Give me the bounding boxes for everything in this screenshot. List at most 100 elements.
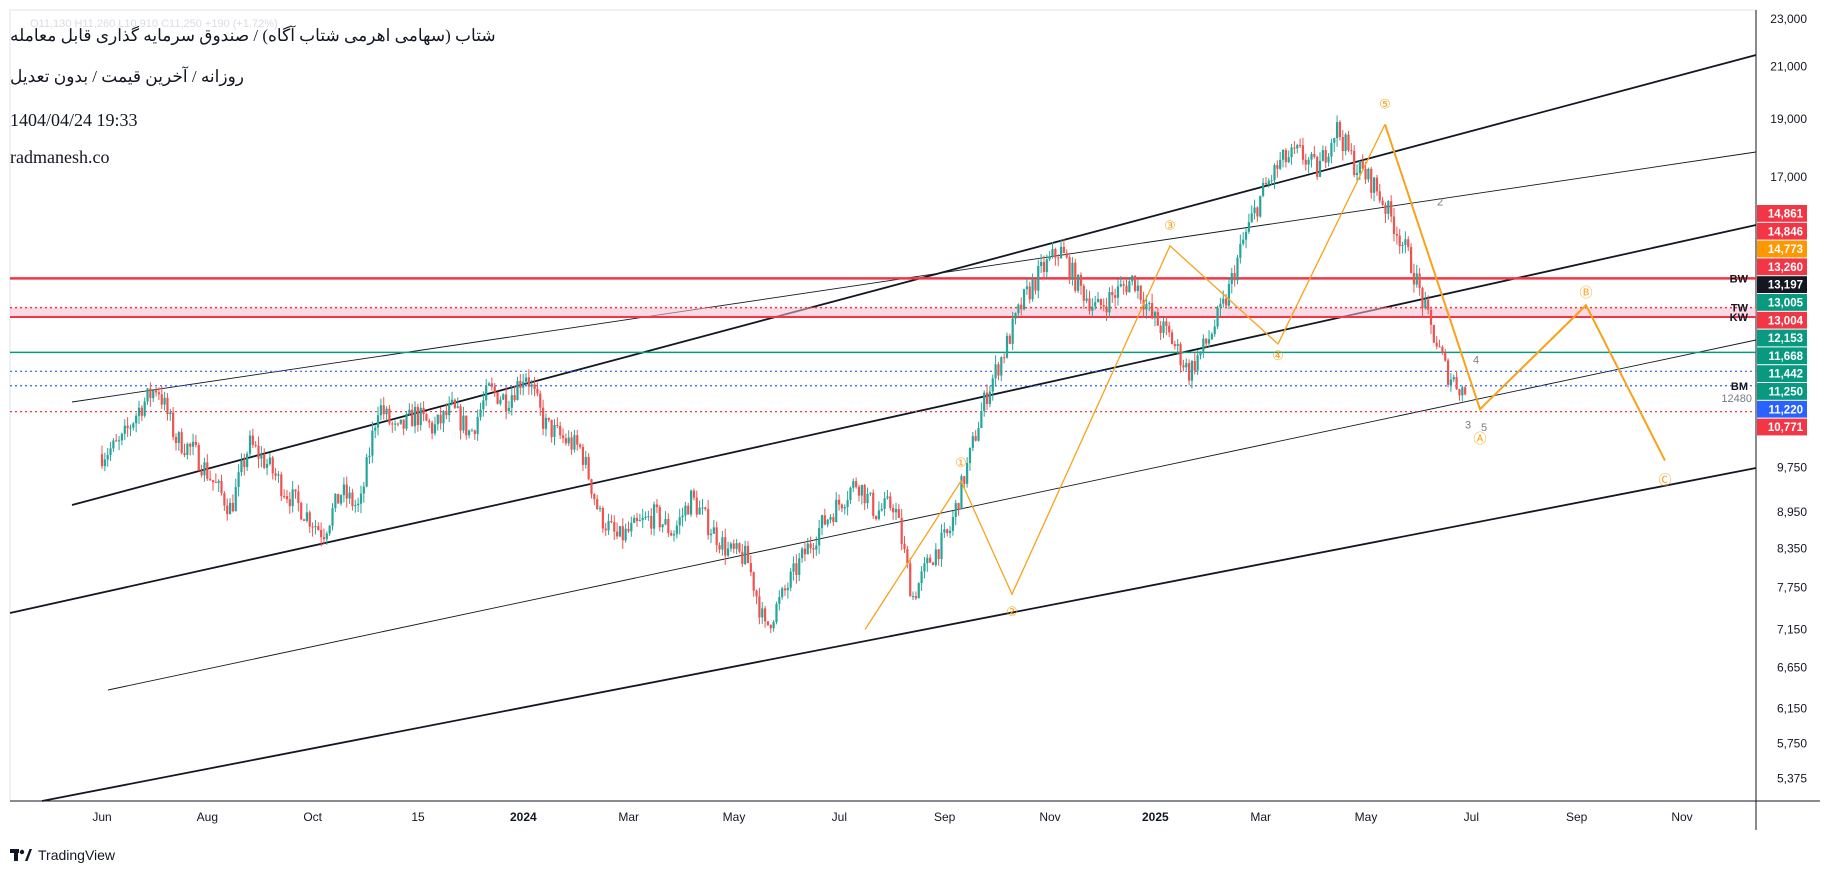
time-tick-label: Jul	[832, 810, 847, 824]
candle-body	[957, 503, 960, 510]
candle-body	[436, 414, 439, 425]
candle-body	[800, 548, 804, 559]
candle	[1190, 359, 1194, 389]
candle-body	[300, 502, 303, 520]
candle	[934, 543, 937, 567]
candle	[994, 355, 997, 387]
candle	[419, 402, 422, 431]
candle	[1262, 178, 1265, 198]
candle-body	[1370, 168, 1373, 193]
candle-body	[1364, 168, 1367, 180]
candle-body	[1387, 201, 1390, 214]
candle-body	[1296, 145, 1299, 149]
candle	[1273, 163, 1276, 189]
candle-body	[604, 528, 607, 531]
channel-trendline	[71, 54, 1757, 506]
candle-body	[274, 473, 277, 476]
candle-body	[1401, 244, 1404, 247]
candle-body	[123, 425, 126, 434]
candle-body	[1020, 304, 1023, 310]
candle-body	[1213, 326, 1216, 335]
candle	[761, 602, 764, 624]
candle-body	[948, 530, 952, 534]
candle	[214, 473, 217, 483]
candle-body	[687, 505, 690, 515]
price-tick-label: 6,150	[1777, 701, 1807, 715]
candle-body	[946, 529, 949, 534]
candle	[1424, 291, 1427, 310]
candle-body	[1068, 257, 1071, 280]
candle-body	[860, 484, 863, 496]
candle	[618, 525, 622, 538]
candle	[539, 390, 542, 416]
candle-body	[570, 437, 573, 450]
channel-trendline	[41, 467, 1757, 802]
candle	[644, 511, 647, 521]
candle	[203, 457, 206, 482]
tradingview-brand[interactable]: TradingView	[10, 847, 115, 863]
candle-body	[857, 486, 861, 496]
candle	[1153, 310, 1157, 327]
candle-body	[786, 587, 789, 591]
candle-body	[505, 394, 508, 411]
candle	[1464, 385, 1467, 396]
candle-body	[191, 441, 195, 447]
price-badge-label: 11,442	[1768, 369, 1803, 381]
candle	[820, 514, 824, 536]
candle	[1435, 336, 1438, 350]
candle-body	[732, 543, 735, 549]
candle	[1148, 301, 1151, 312]
candle	[177, 431, 180, 451]
candle	[482, 391, 485, 417]
candle	[334, 493, 337, 513]
price-badge-label: 12,153	[1768, 333, 1803, 345]
wave-label-a: Ⓐ	[1473, 432, 1486, 447]
candle	[169, 408, 172, 421]
candle	[613, 515, 616, 541]
candle	[615, 522, 619, 540]
candle-body	[542, 407, 545, 429]
candle	[1170, 329, 1174, 345]
candle-body	[644, 516, 647, 518]
wave-label-c: Ⓒ	[1658, 474, 1671, 489]
candle	[490, 377, 493, 391]
price-badge	[1757, 294, 1807, 311]
candle	[189, 442, 192, 456]
candle	[254, 440, 257, 448]
candle	[1327, 153, 1330, 167]
candle	[596, 494, 599, 511]
time-tick-label: Mar	[618, 810, 639, 824]
candle-body	[1102, 305, 1105, 307]
candle	[479, 402, 482, 421]
candle	[798, 552, 801, 582]
candle-body	[630, 522, 633, 532]
candle	[1418, 267, 1421, 296]
price-badge-label: 11,668	[1768, 351, 1803, 363]
candle	[265, 458, 269, 476]
candle-body	[351, 492, 354, 506]
candle	[1008, 333, 1011, 345]
price-tick-label: 21,000	[1770, 60, 1807, 74]
candle-body	[576, 435, 579, 445]
candle-body	[544, 417, 548, 429]
candle	[650, 508, 653, 535]
candle-body	[1008, 335, 1011, 344]
candle-body	[1338, 122, 1342, 138]
time-tick-label: Mar	[1250, 810, 1271, 824]
candle-body	[1438, 346, 1441, 348]
candle	[348, 486, 351, 504]
candle	[533, 376, 536, 397]
candle-body	[1017, 304, 1020, 314]
candle	[1199, 351, 1202, 360]
candle-body	[775, 603, 778, 623]
candle-body	[624, 528, 627, 541]
candle	[672, 530, 676, 542]
candle	[695, 490, 698, 518]
candle-body	[792, 563, 795, 572]
candle	[800, 546, 804, 563]
candle	[766, 621, 770, 627]
candle-body	[1270, 180, 1273, 182]
candle-body	[615, 531, 619, 537]
candle-body	[655, 504, 659, 508]
